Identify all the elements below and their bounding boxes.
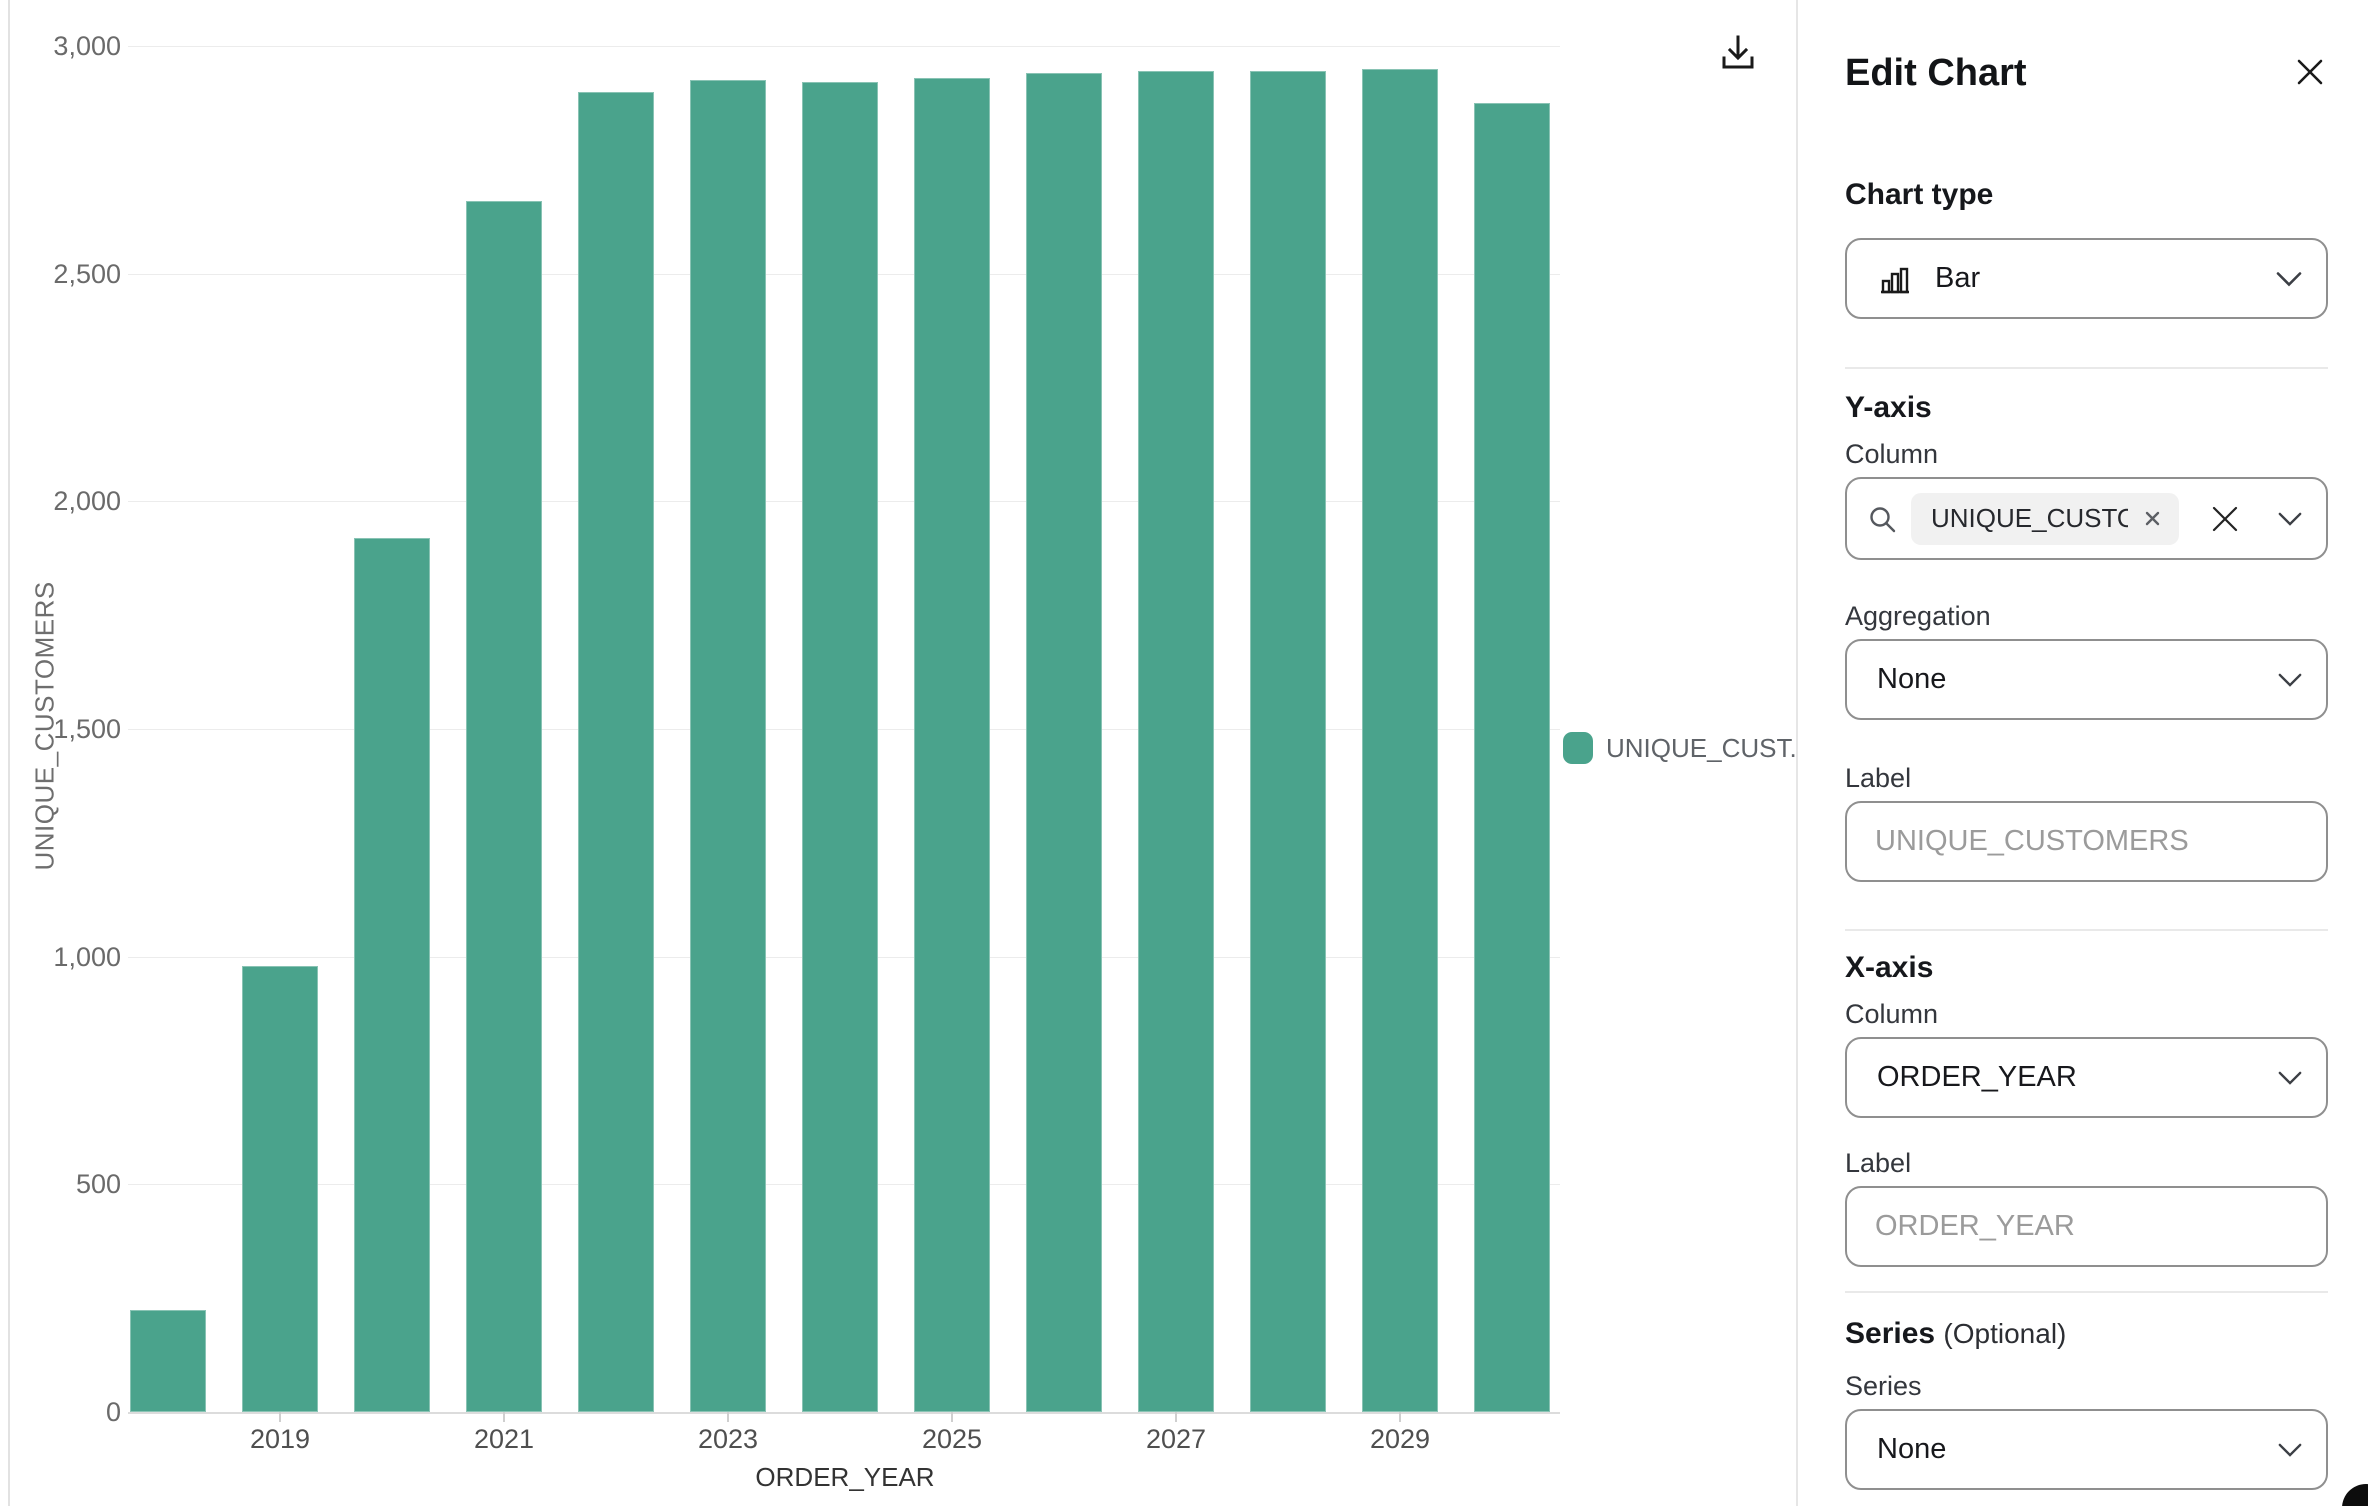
bar-2027: [1138, 71, 1214, 1412]
x-tick-label: 2027: [1145, 1424, 1207, 1454]
bar-chart-icon: [1881, 267, 1909, 293]
y-axis-title: UNIQUE_CUSTOMERS: [29, 581, 60, 871]
x-tick-label: 2021: [473, 1424, 535, 1454]
gridline-y-3000: [128, 46, 1560, 47]
x-tick-mark: [279, 1412, 281, 1422]
bar-2021: [466, 200, 542, 1412]
y-tick-label: 1,000: [53, 941, 121, 972]
aggregation-label: Aggregation: [1845, 601, 1991, 631]
clear-selection-button[interactable]: [2208, 502, 2242, 536]
chart-area: 0 500 1,000 1,500 2,000 2,500 3,000 2019 2021 202…: [8, 0, 1812, 1506]
section-divider: [1845, 929, 2328, 931]
bar-2028: [1250, 71, 1326, 1412]
x-column-select[interactable]: ORDER_YEAR: [1845, 1037, 2328, 1118]
y-tick-label: 1,500: [53, 714, 121, 744]
x-column-value: ORDER_YEAR: [1877, 1061, 2077, 1093]
bar-2029: [1362, 68, 1438, 1412]
x-tick-mark: [503, 1412, 505, 1422]
chart-type-heading: Chart type: [1845, 178, 1994, 211]
chevron-down-icon: [2278, 1443, 2302, 1457]
chevron-down-icon: [2276, 271, 2302, 286]
bar-2030: [1474, 102, 1550, 1412]
x-axis-label-input[interactable]: [1845, 1186, 2328, 1267]
x-axis-title: ORDER_YEAR: [755, 1462, 935, 1492]
x-tick-mark: [1399, 1412, 1401, 1422]
y-column-label: Column: [1845, 439, 1939, 469]
chevron-down-icon: [2278, 512, 2302, 526]
bar-2022: [578, 91, 654, 1412]
chevron-down-icon: [2278, 673, 2302, 687]
panel-divider-line: [1796, 0, 1798, 1506]
search-icon: [1870, 506, 1896, 532]
x-tick-label: 2019: [249, 1424, 311, 1454]
close-icon: [2297, 59, 2323, 85]
y-axis-heading: Y-axis: [1845, 391, 1932, 424]
clear-x-icon: [2212, 506, 2238, 531]
chip-remove-icon[interactable]: [2144, 510, 2161, 527]
series-heading: Series (Optional): [1845, 1317, 2067, 1350]
gridline-y-0: [128, 1412, 1560, 1414]
y-column-chip-label: UNIQUE_CUSTO...: [1931, 503, 2128, 533]
bar-2018: [130, 1309, 206, 1412]
bar-2024: [802, 82, 878, 1412]
x-tick-label: 2029: [1369, 1424, 1431, 1454]
section-divider: [1845, 367, 2328, 369]
bar-2025: [914, 77, 990, 1412]
x-axis-heading: X-axis: [1845, 951, 1934, 984]
legend-swatch: [1563, 732, 1593, 764]
left-edge-divider: [8, 0, 10, 1506]
section-divider: [1845, 1291, 2328, 1293]
x-tick-mark: [727, 1412, 729, 1422]
x-tick-label: 2025: [921, 1424, 983, 1454]
series-value: None: [1877, 1433, 1947, 1465]
y-tick-label: 2,000: [53, 486, 121, 517]
x-column-label: Column: [1845, 999, 1939, 1029]
series-select[interactable]: None: [1845, 1409, 2328, 1490]
chevron-down-icon: [2278, 1071, 2302, 1085]
x-label-label: Label: [1845, 1148, 1912, 1178]
x-tick-mark: [951, 1412, 953, 1422]
close-panel-button[interactable]: [2292, 54, 2328, 90]
aggregation-select[interactable]: None: [1845, 639, 2328, 720]
legend-label: UNIQUE_CUST...: [1606, 732, 1812, 763]
y-tick-label: 3,000: [53, 31, 121, 61]
x-tick-label: 2023: [697, 1424, 759, 1454]
download-icon: [1722, 35, 1754, 69]
y-tick-label: 0: [105, 1397, 121, 1427]
panel-title: Edit Chart: [1845, 52, 2027, 94]
y-column-chip[interactable]: UNIQUE_CUSTO...: [1911, 492, 2179, 545]
chart-type-value: Bar: [1935, 262, 1981, 294]
bar-2019: [242, 965, 318, 1412]
y-axis-label-input[interactable]: [1845, 801, 2328, 882]
bar-chart-plot: 0 500 1,000 1,500 2,000 2,500 3,000 2019 2021 202…: [53, 0, 1560, 1506]
download-chart-button[interactable]: [1712, 26, 1764, 78]
aggregation-value: None: [1877, 663, 1947, 695]
series-optional-suffix: (Optional): [1943, 1318, 2067, 1349]
y-tick-label: 500: [75, 1169, 121, 1200]
chart-legend: UNIQUE_CUST...: [1563, 732, 1811, 764]
edit-chart-panel: Edit Chart Chart type Bar Y-axis Column: [1798, 0, 2368, 1506]
bar-2026: [1026, 73, 1102, 1412]
bar-2023: [690, 80, 766, 1412]
y-label-label: Label: [1845, 763, 1912, 793]
x-tick-mark: [1175, 1412, 1177, 1422]
y-tick-label: 2,500: [53, 258, 121, 289]
series-label: Series: [1845, 1371, 1922, 1401]
bar-2020: [354, 537, 430, 1412]
chart-type-select[interactable]: Bar: [1845, 238, 2328, 319]
y-column-combobox[interactable]: UNIQUE_CUSTO...: [1845, 477, 2328, 560]
